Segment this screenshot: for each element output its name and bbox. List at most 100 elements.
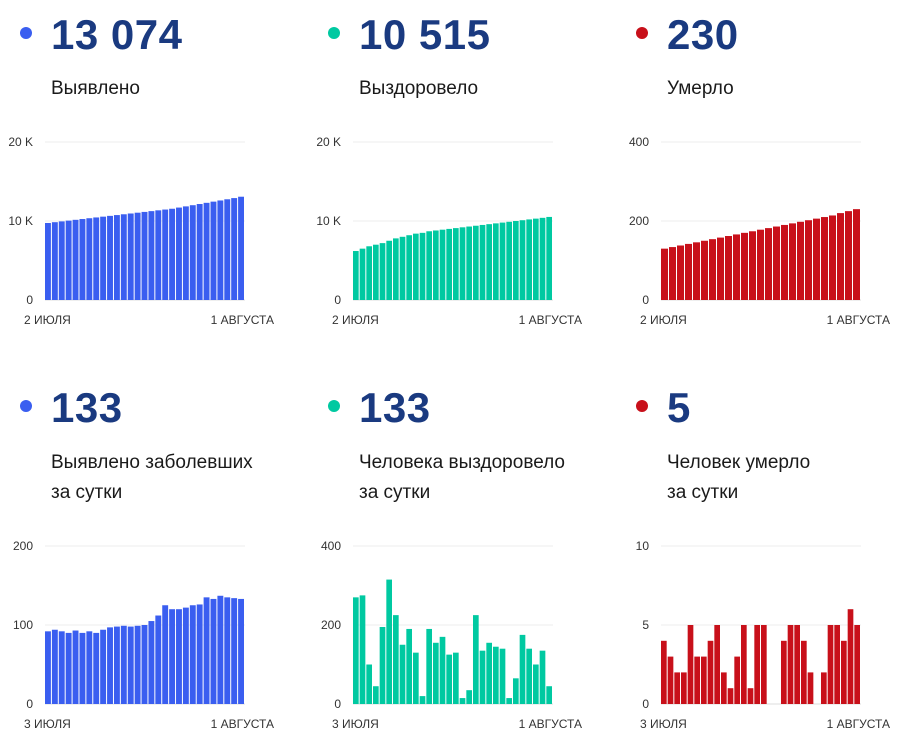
- bar: [386, 579, 392, 704]
- stat-label: Умерло: [667, 78, 734, 99]
- bar: [127, 213, 134, 300]
- bar: [379, 243, 386, 300]
- bar: [493, 646, 499, 704]
- bar: [162, 209, 169, 300]
- y-tick-label: 10 K: [316, 214, 341, 228]
- bar: [100, 629, 107, 704]
- y-tick-label: 0: [334, 697, 341, 711]
- y-tick-label: 5: [642, 618, 649, 632]
- bar: [546, 216, 552, 300]
- bar: [413, 652, 419, 704]
- bar: [677, 245, 684, 300]
- x-tick-label: 1 АВГУСТА: [211, 717, 274, 731]
- bar: [155, 615, 162, 704]
- chart-total-deaths: 0 200 400 2 ИЮЛЯ 1 АВГУСТА: [629, 135, 890, 327]
- bar: [781, 640, 787, 704]
- bar: [426, 231, 432, 300]
- bar: [837, 213, 844, 300]
- y-tick-label: 200: [321, 618, 341, 632]
- stat-label-line2: за сутки: [51, 482, 123, 503]
- bar: [196, 604, 203, 704]
- bar: [473, 225, 479, 300]
- bar: [203, 202, 210, 300]
- bar: [506, 698, 512, 704]
- bar: [58, 221, 65, 300]
- bar: [674, 672, 680, 704]
- bar: [473, 615, 479, 705]
- bar: [661, 640, 667, 704]
- chart-total-detected: 0 10 K 20 K 2 ИЮЛЯ 1 АВГУСТА: [8, 135, 274, 327]
- bar: [353, 597, 359, 704]
- x-tick-label: 1 АВГУСТА: [519, 717, 582, 731]
- bar: [853, 209, 860, 300]
- chart-daily-detected: 0 100 200 3 ИЮЛЯ 1 АВГУСТА: [13, 539, 274, 731]
- stat-value: 5: [667, 384, 691, 431]
- bar: [717, 237, 724, 300]
- bar: [669, 247, 676, 300]
- bar: [419, 232, 426, 300]
- bar: [533, 218, 539, 300]
- bar: [821, 217, 828, 300]
- bar: [162, 605, 169, 704]
- bar: [526, 648, 532, 704]
- bar: [93, 217, 100, 300]
- bar: [813, 218, 820, 300]
- bar: [807, 672, 814, 704]
- stat-value: 133: [51, 384, 123, 431]
- bar: [847, 609, 854, 704]
- bar: [433, 642, 439, 704]
- bar: [439, 636, 446, 704]
- bar: [203, 597, 210, 704]
- y-tick-label: 0: [642, 293, 649, 307]
- chart-total-recovered: 0 10 K 20 K 2 ИЮЛЯ 1 АВГУСТА: [316, 135, 582, 327]
- bar: [238, 598, 244, 704]
- bar: [446, 228, 452, 300]
- y-tick-label: 10 K: [8, 214, 33, 228]
- x-tick-label: 1 АВГУСТА: [827, 717, 890, 731]
- bar: [79, 632, 86, 704]
- bar: [231, 598, 238, 704]
- legend-dot: [636, 400, 648, 412]
- bar: [829, 215, 836, 300]
- x-tick-label: 2 ИЮЛЯ: [332, 313, 379, 327]
- bar: [827, 625, 834, 704]
- x-tick-label: 3 ИЮЛЯ: [640, 717, 687, 731]
- stat-value: 13 074: [51, 11, 183, 58]
- bar: [725, 236, 732, 300]
- bar: [419, 696, 426, 704]
- bar: [399, 644, 406, 704]
- bar: [754, 625, 760, 704]
- bar: [72, 219, 79, 300]
- bar: [210, 201, 217, 300]
- y-tick-label: 400: [321, 539, 341, 553]
- bar: [546, 686, 552, 704]
- bar: [761, 625, 767, 704]
- bar: [773, 226, 780, 300]
- chart-daily-deaths: 0 5 10 3 ИЮЛЯ 1 АВГУСТА: [636, 539, 890, 731]
- bar: [499, 648, 506, 704]
- bar: [741, 625, 747, 704]
- bar: [486, 642, 492, 704]
- bar: [439, 229, 446, 300]
- legend-dot: [636, 27, 648, 39]
- bar: [353, 251, 359, 300]
- bar: [794, 625, 800, 704]
- bar: [379, 626, 386, 704]
- bar: [373, 244, 379, 300]
- bar: [539, 650, 546, 704]
- bar: [519, 220, 526, 300]
- bar: [79, 219, 86, 300]
- y-tick-label: 20 K: [316, 135, 341, 149]
- bar: [189, 605, 196, 704]
- legend-dot: [20, 400, 32, 412]
- y-tick-label: 200: [629, 214, 649, 228]
- bar: [373, 686, 379, 704]
- bar: [513, 678, 519, 704]
- bar: [176, 609, 182, 704]
- bar: [446, 654, 452, 705]
- bar: [413, 233, 419, 300]
- bar: [120, 625, 127, 704]
- bar: [734, 656, 740, 704]
- legend-dot: [20, 27, 32, 39]
- bar: [393, 615, 399, 705]
